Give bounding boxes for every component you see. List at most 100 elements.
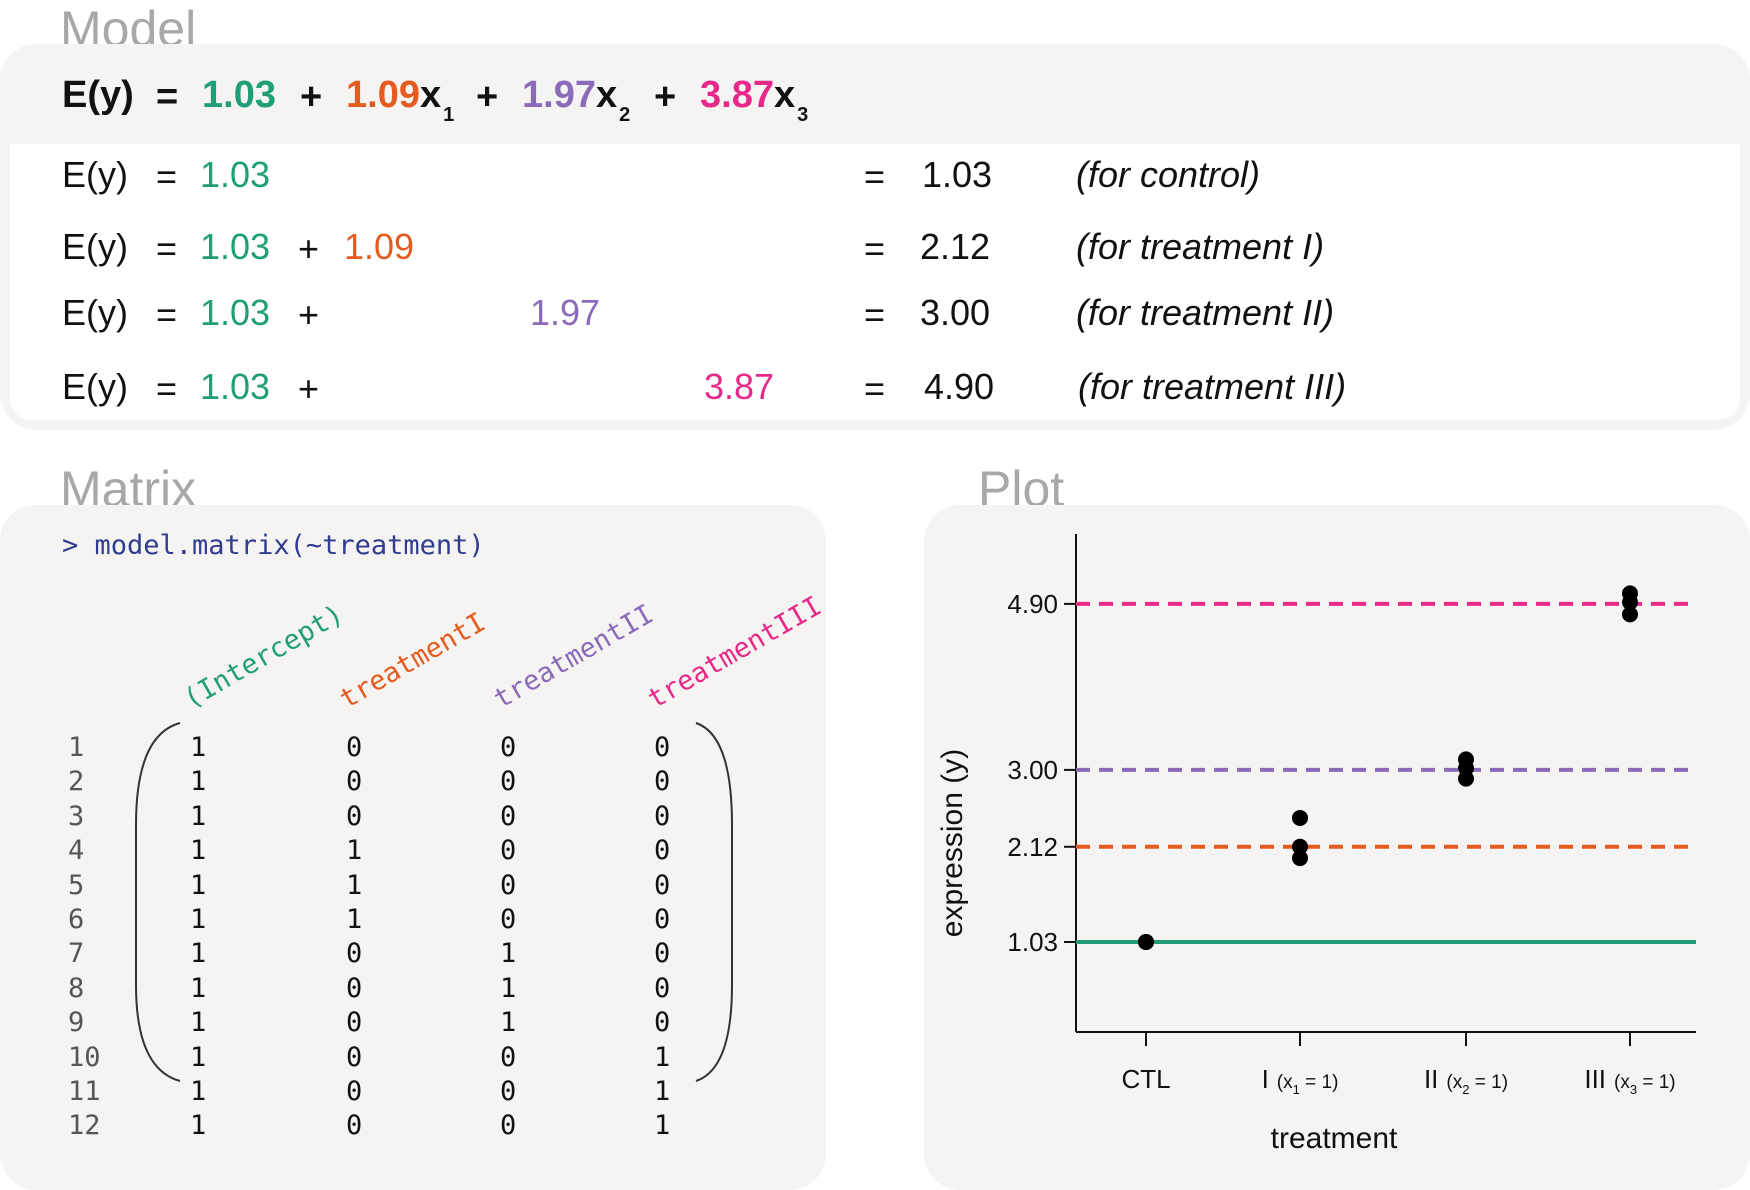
main-eq-var-1: x bbox=[419, 74, 442, 116]
main-eq-sub-1: 1 bbox=[443, 104, 455, 126]
matrix-row-name: 10 bbox=[68, 1041, 101, 1073]
category-indicator: (x bbox=[1446, 1072, 1462, 1093]
category-indicator-rest: = 1) bbox=[1300, 1072, 1339, 1093]
matrix-cell: 1 bbox=[190, 869, 207, 901]
matrix-row-name: 4 bbox=[68, 835, 85, 867]
matrix-row-name: 5 bbox=[68, 869, 85, 901]
row-intercept: 1.03 bbox=[200, 154, 271, 195]
category-indicator-rest: = 1) bbox=[1637, 1072, 1676, 1093]
matrix-cell: 1 bbox=[346, 904, 363, 935]
main-eq-lhs: E(y) bbox=[62, 74, 134, 116]
row-result: 2.12 bbox=[920, 226, 991, 267]
main-eq-plus-2: + bbox=[476, 76, 499, 118]
matrix-row-name: 6 bbox=[68, 904, 85, 935]
matrix-brackets bbox=[135, 722, 733, 1082]
matrix-cell: 0 bbox=[500, 1041, 517, 1073]
row-result-equals: = bbox=[864, 368, 886, 409]
data-point bbox=[1292, 850, 1308, 867]
matrix-cell: 1 bbox=[190, 732, 207, 763]
row-lhs: E(y) bbox=[62, 292, 128, 333]
row-equals: = bbox=[156, 294, 178, 335]
y-tick-label: 3.00 bbox=[1007, 755, 1058, 785]
matrix-cell: 0 bbox=[654, 766, 671, 798]
matrix-cell: 0 bbox=[654, 938, 671, 970]
x-tick-label: II (x2 = 1) bbox=[1424, 1064, 1508, 1097]
main-eq-coef-3: 3.87 bbox=[700, 74, 774, 116]
category-label: III bbox=[1584, 1064, 1606, 1094]
model-rows-area bbox=[10, 144, 1740, 420]
matrix-cell: 1 bbox=[190, 1076, 207, 1107]
category-label: CTL bbox=[1121, 1064, 1170, 1094]
matrix-cell: 0 bbox=[654, 972, 671, 1004]
matrix-cell: 0 bbox=[654, 904, 671, 935]
category-indicator: (x bbox=[1614, 1072, 1630, 1093]
matrix-cell: 0 bbox=[500, 1076, 517, 1107]
matrix-row-name: 11 bbox=[68, 1076, 101, 1107]
matrix-cell: 0 bbox=[500, 766, 517, 798]
matrix-cell: 0 bbox=[346, 1110, 363, 1142]
matrix-command: > model.matrix(~treatment) bbox=[62, 530, 485, 561]
left-bracket bbox=[135, 722, 181, 1082]
matrix-cell: 0 bbox=[346, 938, 363, 970]
matrix-cell: 0 bbox=[654, 835, 671, 867]
main-eq-term-2: 1.97x 2 bbox=[522, 74, 630, 126]
category-indicator-sub: 2 bbox=[1462, 1082, 1469, 1097]
main-eq-var-3: x bbox=[773, 74, 796, 116]
matrix-cell: 1 bbox=[500, 938, 517, 970]
matrix-cell: 1 bbox=[500, 972, 517, 1004]
category-indicator-sub: 3 bbox=[1630, 1082, 1637, 1097]
matrix-cell: 1 bbox=[500, 1007, 517, 1039]
matrix-cell: 1 bbox=[190, 1041, 207, 1073]
matrix-cell: 0 bbox=[346, 972, 363, 1004]
matrix-cell: 0 bbox=[654, 869, 671, 901]
y-tick-label: 4.90 bbox=[1007, 589, 1058, 619]
matrix-cell: 1 bbox=[190, 800, 207, 832]
data-point bbox=[1458, 770, 1474, 787]
matrix-cell: 0 bbox=[346, 732, 363, 763]
main-eq-plus-1: + bbox=[300, 76, 323, 118]
matrix-cell: 0 bbox=[346, 1007, 363, 1039]
main-eq-term-1: 1.09x 1 bbox=[346, 74, 454, 126]
row-note: (for treatment II) bbox=[1076, 292, 1335, 333]
row-equals: = bbox=[156, 156, 178, 197]
row-result-equals: = bbox=[864, 294, 886, 335]
matrix-cell: 1 bbox=[346, 869, 363, 901]
matrix-panel bbox=[0, 505, 826, 1190]
matrix-cell: 0 bbox=[500, 835, 517, 867]
row-result: 1.03 bbox=[922, 154, 993, 195]
matrix-cell: 0 bbox=[654, 1007, 671, 1039]
row-result-equals: = bbox=[864, 156, 886, 197]
right-bracket bbox=[695, 722, 733, 1082]
row-lhs: E(y) bbox=[62, 366, 128, 407]
matrix-cell: 1 bbox=[190, 1110, 207, 1142]
x-axis-title: treatment bbox=[1271, 1122, 1398, 1155]
row-term: 1.09 bbox=[344, 226, 415, 267]
category-label: II bbox=[1424, 1064, 1438, 1094]
main-eq-term-3: 3.87x 3 bbox=[700, 74, 808, 126]
row-plus: + bbox=[298, 228, 320, 269]
main-eq-equals: = bbox=[156, 76, 179, 118]
row-note: (for control) bbox=[1076, 154, 1261, 195]
matrix-cell: 0 bbox=[654, 732, 671, 763]
model-panel bbox=[0, 44, 1750, 430]
data-point bbox=[1292, 809, 1308, 826]
main-eq-sub-2: 2 bbox=[619, 104, 631, 126]
row-result: 4.90 bbox=[924, 366, 995, 407]
row-result: 3.00 bbox=[920, 292, 991, 333]
main-eq-coef-1: 1.09 bbox=[346, 74, 420, 116]
row-lhs: E(y) bbox=[62, 226, 128, 267]
main-eq-sub-3: 3 bbox=[797, 104, 809, 126]
main-eq-plus-3: + bbox=[654, 76, 677, 118]
matrix-row-name: 3 bbox=[68, 800, 85, 832]
matrix-row-name: 12 bbox=[68, 1110, 101, 1142]
main-eq-coef-2: 1.97 bbox=[522, 74, 596, 116]
matrix-cell: 1 bbox=[190, 835, 207, 867]
row-note: (for treatment III) bbox=[1078, 366, 1347, 407]
y-tick-label: 1.03 bbox=[1007, 927, 1058, 957]
row-equals: = bbox=[156, 228, 178, 269]
matrix-row-name: 8 bbox=[68, 972, 85, 1004]
matrix-cell: 1 bbox=[654, 1110, 671, 1142]
matrix-row-name: 2 bbox=[68, 766, 85, 798]
main-eq-intercept: 1.03 bbox=[202, 74, 276, 116]
